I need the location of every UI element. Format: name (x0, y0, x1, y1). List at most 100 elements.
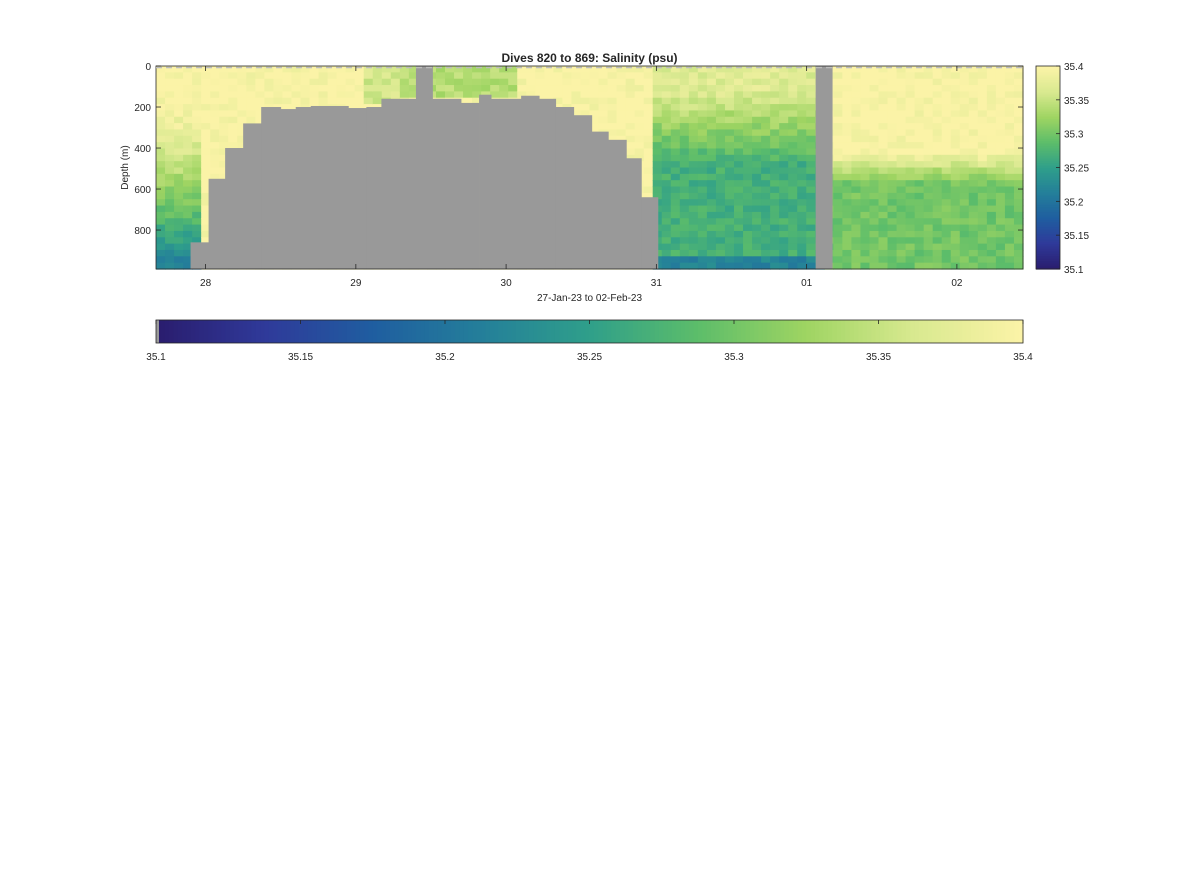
heatmap-cell (643, 97, 654, 105)
heatmap-cell (634, 97, 645, 105)
colorbar-swatch (1036, 77, 1060, 81)
heatmap-cell (174, 104, 184, 111)
heatmap-cell (697, 230, 708, 238)
colorbar-swatch (914, 320, 920, 343)
heatmap-cell (779, 173, 789, 181)
heatmap-cell (688, 78, 699, 86)
heatmap-cell (724, 230, 735, 238)
heatmap-cell (932, 85, 943, 92)
heatmap-cell (914, 142, 925, 150)
heatmap-cell (643, 78, 654, 86)
colorbar-swatch (1036, 94, 1060, 98)
heatmap-cell (165, 199, 175, 207)
heatmap-cell (192, 104, 202, 111)
colorbar-swatch (1036, 184, 1060, 187)
colorbar-swatch (875, 320, 881, 343)
heatmap-cell (950, 256, 961, 264)
no-data-region (208, 178, 226, 269)
heatmap-cell (156, 205, 166, 213)
heatmap-cell (788, 72, 798, 80)
heatmap-cell (201, 110, 211, 118)
heatmap-cell (797, 218, 807, 226)
heatmap-cell (959, 243, 970, 251)
heatmap-cell (923, 72, 934, 80)
heatmap-cell (752, 72, 762, 80)
heatmap-cell (1013, 262, 1024, 270)
heatmap-cell (806, 180, 816, 188)
heatmap-cell (715, 161, 726, 169)
colorbar-swatch (437, 320, 443, 343)
heatmap-cell (995, 186, 1006, 194)
heatmap-cell (688, 237, 699, 245)
heatmap-cell (959, 211, 970, 219)
heatmap-cell (183, 85, 193, 92)
colorbar-swatch (325, 320, 330, 343)
heatmap-cell (688, 110, 699, 118)
heatmap-cell (1004, 237, 1015, 245)
heatmap-cell (724, 205, 735, 213)
heatmap-cell (959, 161, 970, 169)
heatmap-cell (652, 104, 663, 111)
heatmap-cell (734, 123, 744, 131)
heatmap-cell (174, 211, 184, 219)
heatmap-cell (670, 167, 681, 175)
heatmap-cell (715, 85, 726, 92)
colorbar-swatch (446, 320, 452, 343)
heatmap-cell (995, 97, 1006, 105)
heatmap-cell (652, 154, 663, 162)
heatmap-cell (246, 110, 256, 118)
heatmap-cell (490, 85, 500, 92)
heatmap-cell (941, 173, 952, 181)
heatmap-cell (661, 243, 672, 251)
heatmap-cell (652, 72, 663, 80)
heatmap-cell (219, 148, 229, 156)
heatmap-cell (544, 91, 554, 99)
colorbar-swatch (1036, 179, 1060, 182)
heatmap-cell (652, 66, 663, 73)
colorbar-tick-label: 35.2 (1064, 197, 1084, 208)
heatmap-cell (174, 97, 184, 105)
heatmap-cell (878, 205, 889, 213)
heatmap-cell (977, 173, 988, 181)
heatmap-cell (706, 262, 717, 270)
colorbar-swatch (572, 320, 578, 343)
heatmap-cell (734, 256, 744, 264)
heatmap-cell (463, 97, 473, 105)
colorbar-swatch (689, 320, 695, 343)
heatmap-cell (941, 256, 952, 264)
heatmap-cell (797, 129, 807, 137)
heatmap-cell (941, 180, 952, 188)
heatmap-cell (724, 161, 735, 169)
heatmap-cell (201, 135, 211, 143)
heatmap-cell (183, 237, 193, 245)
heatmap-cell (950, 211, 961, 219)
heatmap-cell (165, 256, 175, 264)
heatmap-cell (580, 104, 591, 111)
heatmap-cell (219, 97, 229, 105)
heatmap-cell (670, 224, 681, 232)
heatmap-cell (156, 148, 166, 156)
heatmap-cell (228, 142, 238, 150)
heatmap-cell (219, 85, 229, 92)
heatmap-cell (165, 243, 175, 251)
heatmap-cell (761, 249, 771, 257)
heatmap-cell (995, 173, 1006, 181)
heatmap-cell (526, 91, 536, 99)
heatmap-cell (1013, 211, 1024, 219)
heatmap-cell (652, 142, 663, 150)
heatmap-cell (950, 97, 961, 105)
heatmap-cell (797, 205, 807, 213)
heatmap-cell (788, 142, 798, 150)
heatmap-cell (932, 262, 943, 270)
heatmap-cell (770, 148, 780, 156)
heatmap-cell (788, 224, 798, 232)
heatmap-cell (770, 173, 780, 181)
heatmap-cell (869, 180, 880, 188)
heatmap-cell (779, 116, 789, 124)
colorbar-swatch (910, 320, 916, 343)
heatmap-cell (743, 142, 753, 150)
heatmap-cell (905, 237, 916, 245)
heatmap-cell (986, 224, 997, 232)
heatmap-cell (490, 91, 500, 99)
